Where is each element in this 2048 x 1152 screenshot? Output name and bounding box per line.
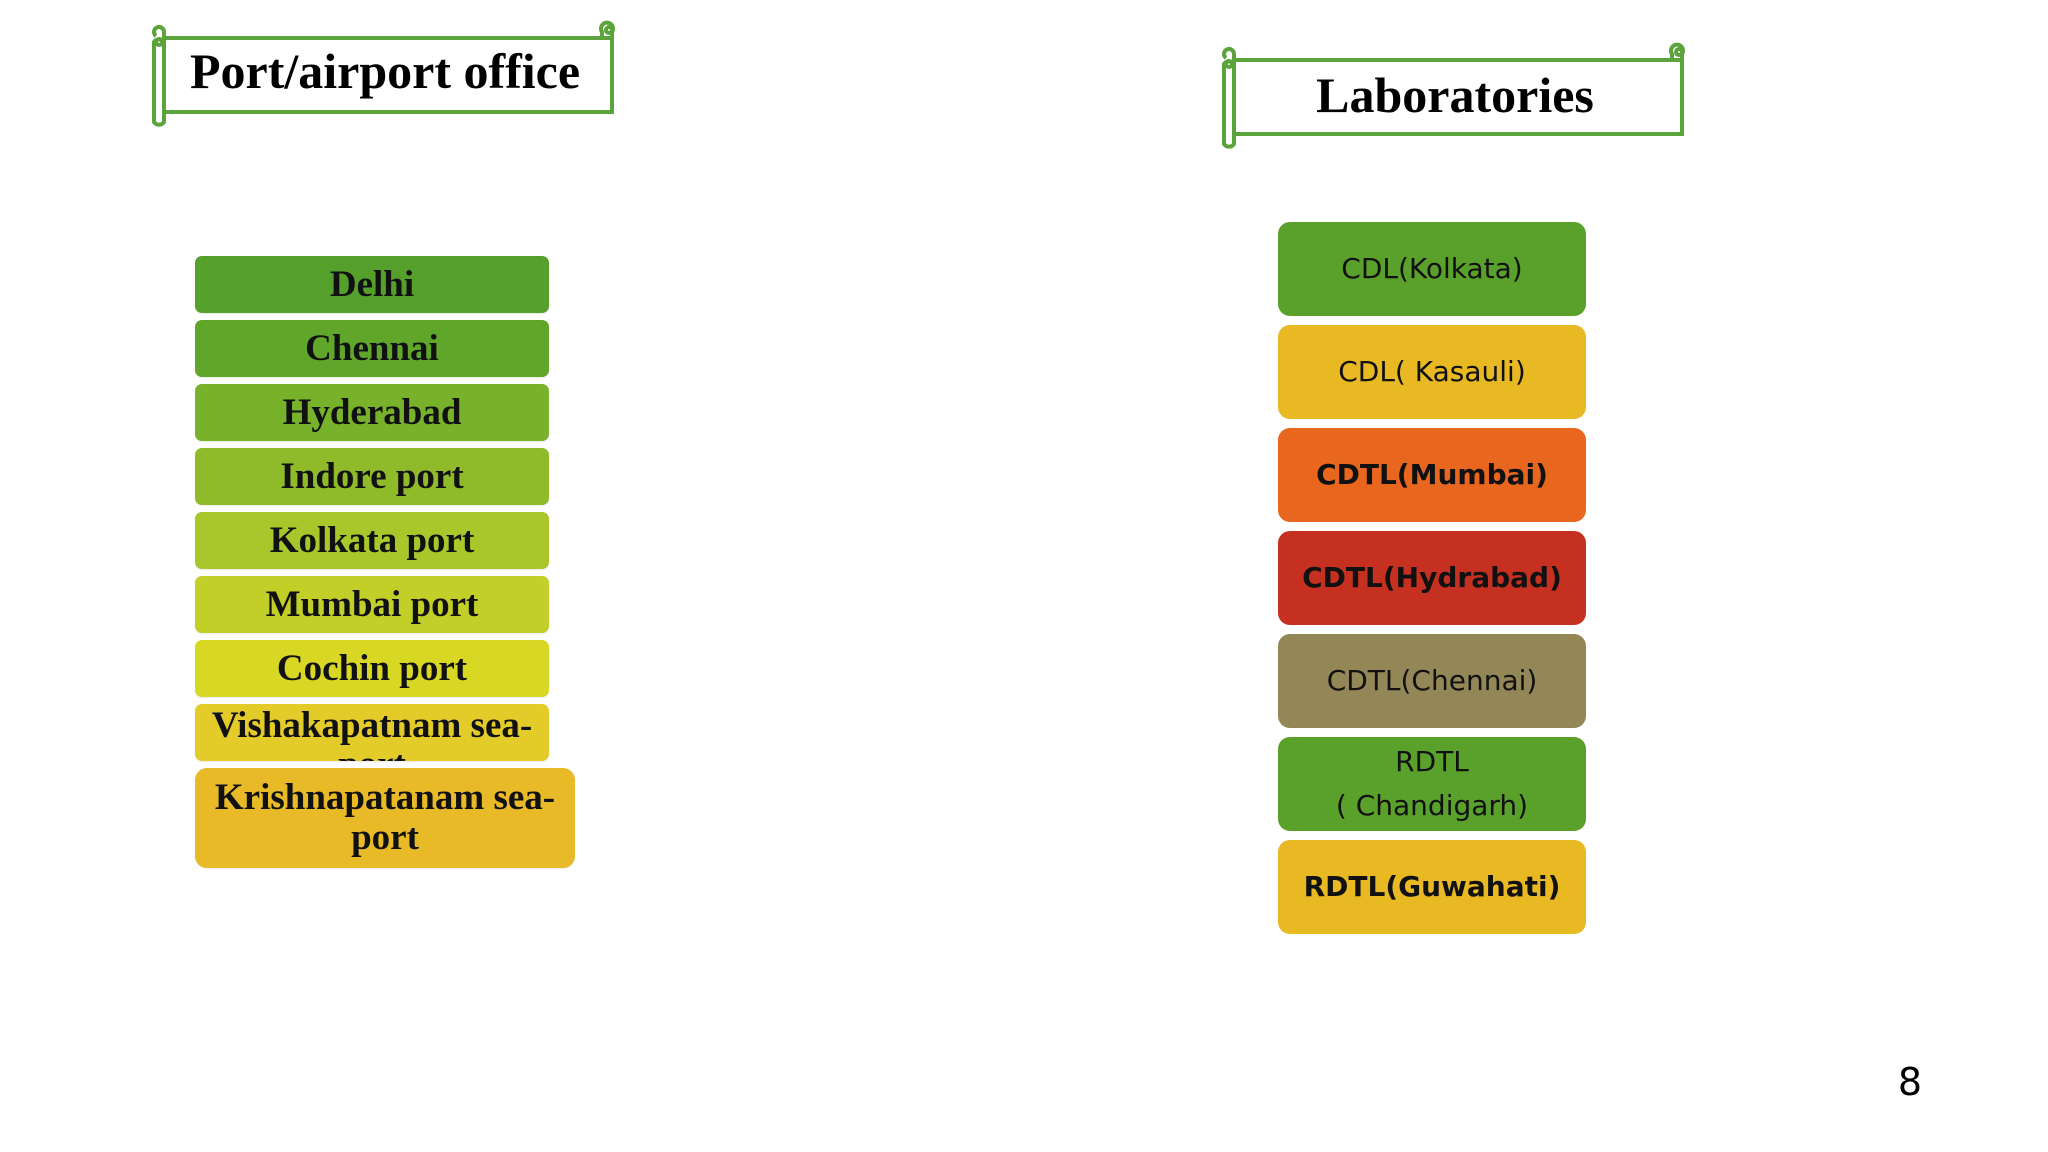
lab-item-rdtl-chandigarh: RDTL ( Chandigarh) bbox=[1278, 737, 1586, 831]
port-item-krishnapatanam: Krishnapatanam sea-port bbox=[195, 768, 575, 868]
laboratories-banner: Laboratories bbox=[1220, 42, 1690, 150]
lab-item-cdtl-mumbai: CDTL(Mumbai) bbox=[1278, 428, 1586, 522]
port-item-indore: Indore port bbox=[195, 448, 549, 505]
port-item-cochin: Cochin port bbox=[195, 640, 549, 697]
page-number: 8 bbox=[1897, 1060, 1923, 1104]
laboratories-title: Laboratories bbox=[1316, 67, 1594, 123]
lab-label: CDTL(Hydrabad) bbox=[1302, 561, 1562, 594]
port-item-hyderabad: Hyderabad bbox=[195, 384, 549, 441]
lab-item-cdl-kasauli: CDL( Kasauli) bbox=[1278, 325, 1586, 419]
lab-label: CDL(Kolkata) bbox=[1341, 252, 1523, 285]
lab-item-cdtl-hydrabad: CDTL(Hydrabad) bbox=[1278, 531, 1586, 625]
lab-label: RDTL(Guwahati) bbox=[1303, 870, 1561, 903]
scroll-banner-icon bbox=[152, 20, 615, 127]
scroll-banner-icon bbox=[1222, 42, 1685, 149]
lab-label: CDTL(Mumbai) bbox=[1316, 458, 1548, 491]
port-item-kolkata: Kolkata port bbox=[195, 512, 549, 569]
port-item-mumbai: Mumbai port bbox=[195, 576, 549, 633]
lab-label-line2: ( Chandigarh) bbox=[1335, 789, 1529, 822]
lab-label: RDTL bbox=[1395, 745, 1469, 778]
lab-item-rdtl-guwahati: RDTL(Guwahati) bbox=[1278, 840, 1586, 934]
port-item-delhi: Delhi bbox=[195, 256, 549, 313]
port-office-title: Port/airport office bbox=[189, 43, 581, 99]
lab-item-cdtl-chennai: CDTL(Chennai) bbox=[1278, 634, 1586, 728]
port-office-banner: Port/airport office bbox=[150, 20, 620, 128]
port-item-vishakapatnam: Vishakapatnam sea-port bbox=[195, 704, 549, 761]
lab-label: CDTL(Chennai) bbox=[1326, 664, 1538, 697]
lab-label: CDL( Kasauli) bbox=[1338, 355, 1526, 388]
port-item-chennai: Chennai bbox=[195, 320, 549, 377]
lab-item-cdl-kolkata: CDL(Kolkata) bbox=[1278, 222, 1586, 316]
